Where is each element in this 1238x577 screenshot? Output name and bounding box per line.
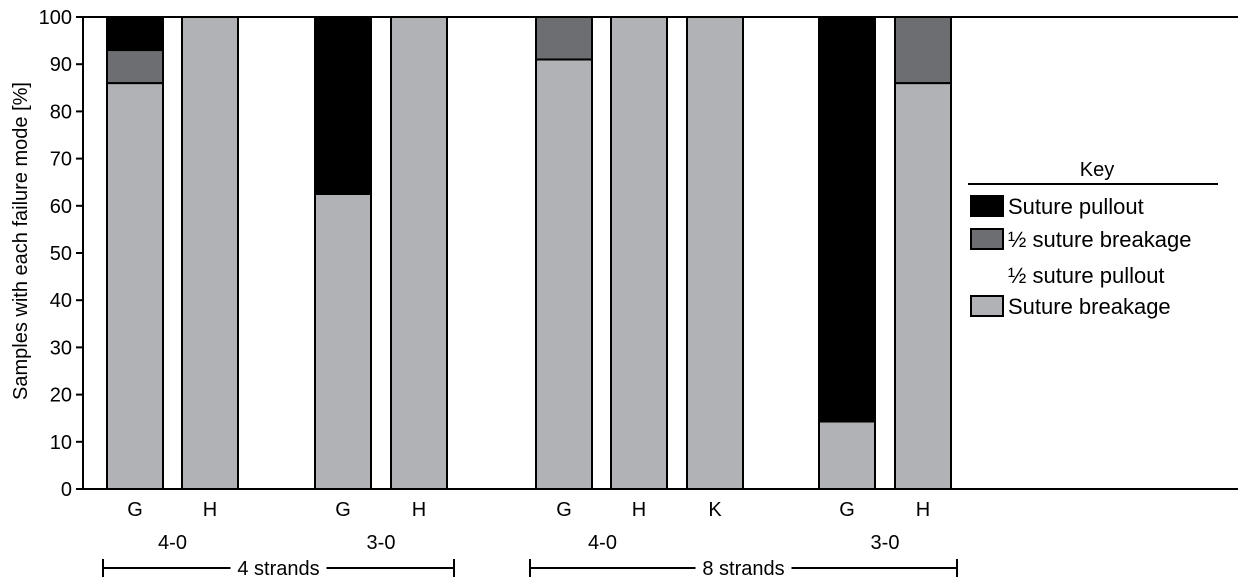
- suture-size-label: 4-0: [158, 532, 187, 554]
- bar-segment: [535, 58, 593, 490]
- strand-group-label: 8 strands: [702, 558, 784, 577]
- suture-size-label: 3-0: [871, 532, 900, 554]
- y-tick-label: 60: [50, 196, 72, 218]
- y-tick-label: 40: [50, 290, 72, 312]
- x-tick-label: H: [412, 499, 426, 521]
- x-tick-label: H: [632, 499, 646, 521]
- x-tick-label: G: [839, 499, 855, 521]
- suture-size-label: 4-0: [588, 532, 617, 554]
- y-tick-label: 0: [61, 479, 72, 501]
- bar-segment: [610, 16, 668, 490]
- x-tick-label: H: [916, 499, 930, 521]
- x-tick-label: K: [708, 499, 722, 521]
- axes-layer: 0 10 20 30 40 50 60 70 80 90 100 Samples with each …: [10, 7, 1238, 501]
- bar-segment: [818, 16, 876, 423]
- x-tick-label: G: [127, 499, 143, 521]
- bar-segment: [390, 16, 448, 490]
- y-tick-label: 20: [50, 385, 72, 407]
- bar-segment: [314, 16, 372, 195]
- bar-segment: [818, 420, 876, 490]
- legend-label: Suture pullout: [1008, 194, 1144, 219]
- legend-swatch: [970, 195, 1004, 217]
- y-tick-label: 10: [50, 432, 72, 454]
- bars-layer: [106, 16, 952, 491]
- legend-swatch: [970, 228, 1004, 250]
- bar-segment: [314, 193, 372, 490]
- legend-swatch: [970, 295, 1004, 317]
- strand-group-label: 4 strands: [237, 558, 319, 577]
- x-labels-layer: G H G H G H K G H 4-0 3-0 4-0 3-0 4 strands 8 strands: [102, 499, 958, 577]
- y-tick-label: 50: [50, 243, 72, 265]
- legend: Key Suture pullout ½ suture breakage ½ sutu…: [968, 159, 1218, 319]
- y-tick-label: 80: [50, 101, 72, 123]
- y-tick-label: 70: [50, 149, 72, 171]
- suture-size-label: 3-0: [367, 532, 396, 554]
- legend-label: ½ suture pullout: [1008, 263, 1165, 288]
- y-tick-label: 100: [39, 7, 72, 29]
- legend-label: ½ suture breakage: [1008, 227, 1191, 252]
- y-tick-label: 30: [50, 337, 72, 359]
- x-tick-label: H: [203, 499, 217, 521]
- bar-segment: [535, 16, 593, 61]
- bar-segment: [894, 82, 952, 491]
- bar-segment: [106, 82, 164, 491]
- bar-segment: [894, 16, 952, 85]
- bar-segment: [106, 16, 164, 52]
- bar-segment: [181, 16, 239, 490]
- x-tick-label: G: [335, 499, 351, 521]
- y-axis-title: Samples with each failure mode [%]: [10, 82, 32, 400]
- bar-segment: [106, 49, 164, 85]
- legend-title: Key: [1080, 159, 1114, 181]
- x-tick-label: G: [556, 499, 572, 521]
- bar-segment: [686, 16, 744, 490]
- legend-label: Suture breakage: [1008, 294, 1171, 319]
- y-tick-label: 90: [50, 54, 72, 76]
